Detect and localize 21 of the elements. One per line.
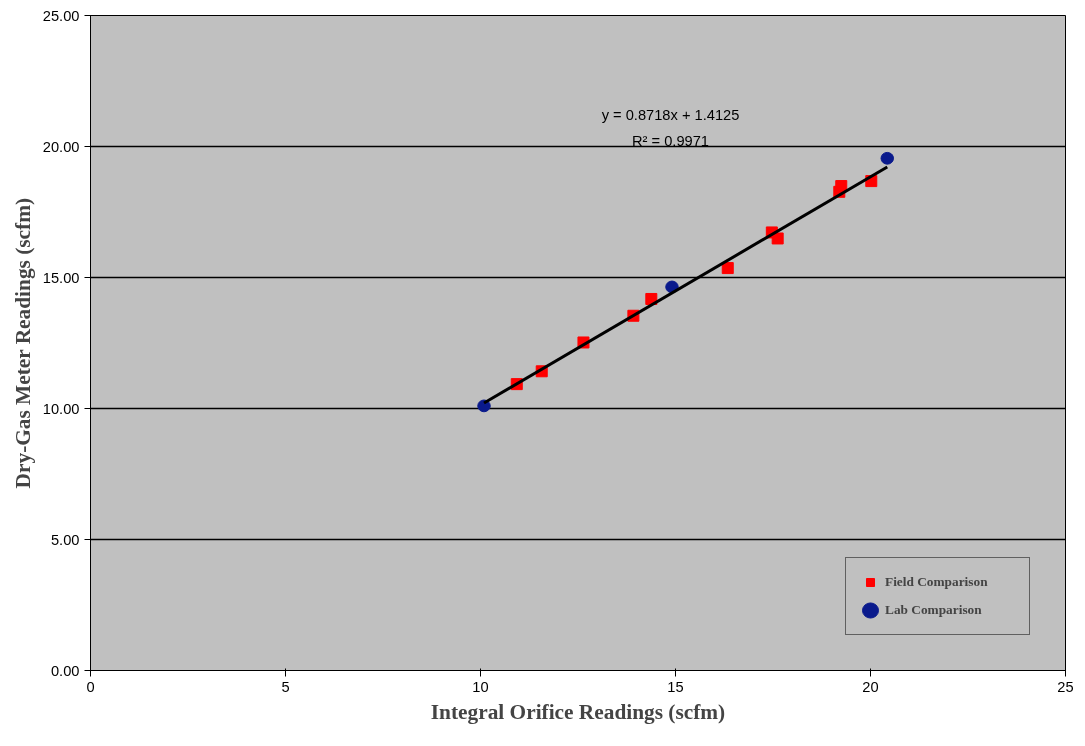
annotation: y = 0.8718x + 1.4125 [601, 106, 740, 123]
x-tick-label: 10 [472, 678, 489, 695]
y-tick-label: 5.00 [50, 531, 80, 548]
point [771, 232, 784, 245]
x-axis-title: Integral Orifice Readings (scfm) [430, 699, 726, 724]
y-axis-title: Dry-Gas Meter Readings (scfm) [10, 197, 35, 489]
legend-label: Lab Comparison [885, 602, 983, 618]
point [880, 151, 895, 165]
x-tick-label: 25 [1057, 678, 1074, 695]
y-tick-label: 10.00 [42, 400, 80, 417]
legend-label: Field Comparison [885, 574, 989, 590]
annotation: R² = 0.9971 [632, 132, 709, 149]
y-tick-label: 0.00 [50, 662, 80, 679]
x-tick-label: 20 [862, 678, 879, 695]
y-tick-label: 25.00 [42, 7, 80, 24]
y-tick-label: 20.00 [42, 138, 80, 155]
point [721, 262, 734, 275]
x-tick-label: 5 [281, 678, 290, 695]
x-tick-label: 15 [667, 678, 684, 695]
x-tick-label: 0 [86, 678, 95, 695]
y-tick-label: 15.00 [42, 269, 80, 286]
